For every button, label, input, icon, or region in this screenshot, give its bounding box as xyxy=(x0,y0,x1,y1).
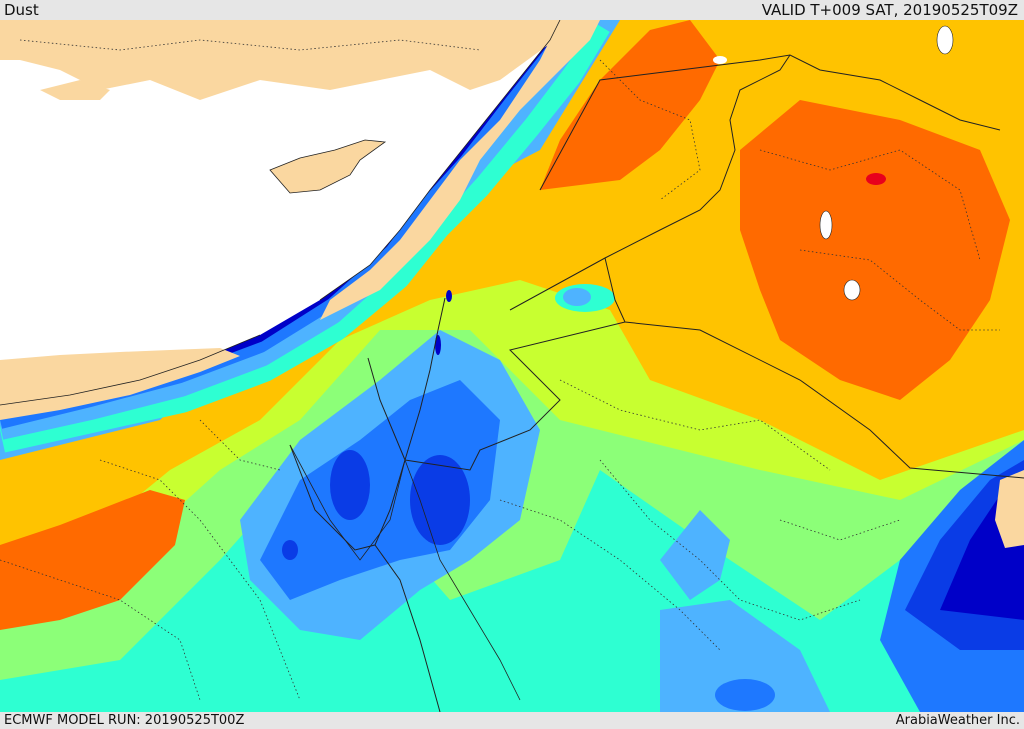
footer-bar: ECMWF MODEL RUN: 20190525T00Z ArabiaWeat… xyxy=(0,712,1024,729)
lake-tharthar xyxy=(819,210,833,240)
light-blue-south xyxy=(660,600,830,712)
model-run: ECMWF MODEL RUN: 20190525T00Z xyxy=(4,713,245,728)
dust-map xyxy=(0,20,1024,712)
map-svg xyxy=(0,20,1024,712)
valid-time: VALID T+009 SAT, 20190525T09Z xyxy=(761,1,1018,19)
coastlines xyxy=(0,20,561,701)
lake-galilee xyxy=(446,290,452,302)
header-bar: Dust VALID T+009 SAT, 20190525T09Z xyxy=(0,0,1024,20)
light-blue-spot-jordan xyxy=(563,288,591,306)
province-borders xyxy=(0,39,1000,701)
land-saudi-east xyxy=(995,470,1024,548)
lake-urmia xyxy=(936,25,954,55)
royal-blue-spot-south xyxy=(715,679,775,711)
lake-habbaniyah xyxy=(843,279,861,301)
red-spot xyxy=(866,173,886,185)
land-cyprus xyxy=(270,140,385,193)
land-crete xyxy=(40,80,110,100)
lake-assad xyxy=(713,56,727,64)
product-title: Dust xyxy=(4,1,39,19)
royal-blue-spot-1 xyxy=(330,450,370,520)
orange-red-north xyxy=(540,20,720,190)
orange-red-east xyxy=(740,100,1010,400)
land-levant-coast xyxy=(320,20,600,320)
orange-red-west xyxy=(0,490,185,630)
land-turkey xyxy=(0,20,560,100)
mediterranean-sea xyxy=(0,20,560,405)
country-borders xyxy=(289,54,1024,712)
royal-blue-spot-3 xyxy=(282,540,298,560)
royal-blue-spot-2 xyxy=(410,455,470,545)
credit: ArabiaWeather Inc. xyxy=(895,713,1020,728)
light-blue-southeast xyxy=(660,510,730,600)
